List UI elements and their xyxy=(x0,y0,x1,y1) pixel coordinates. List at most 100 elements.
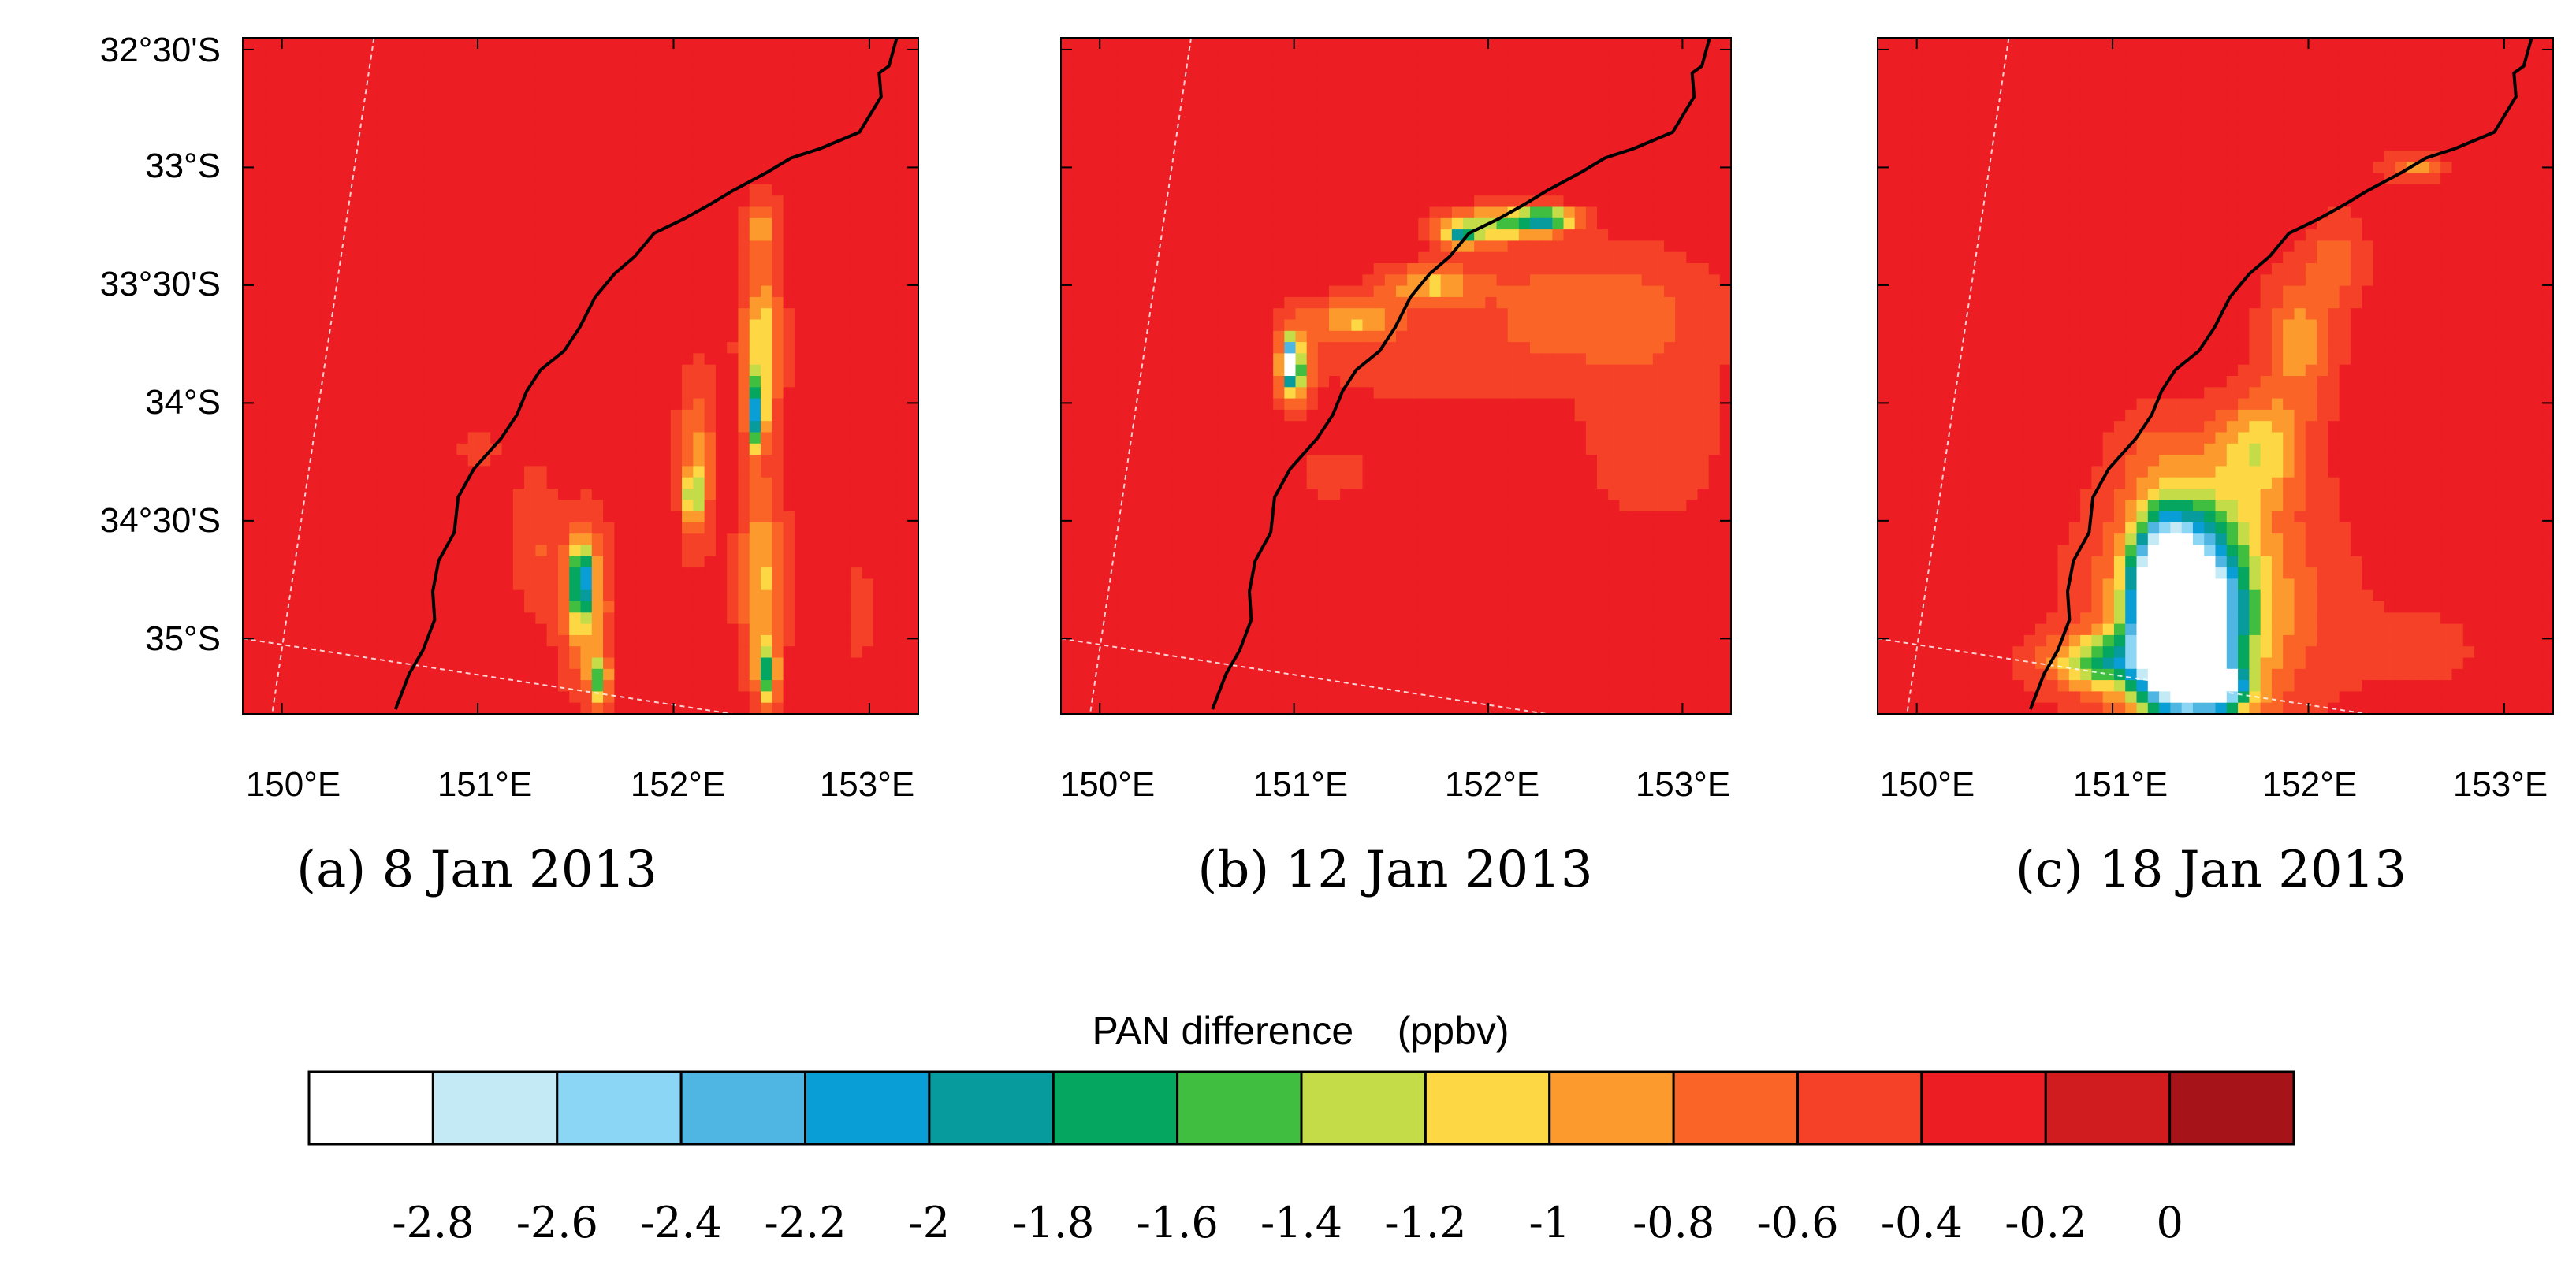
field-cell xyxy=(546,263,559,276)
field-cell xyxy=(288,612,300,625)
field-cell xyxy=(467,128,480,140)
field-cell xyxy=(715,128,728,140)
field-cell xyxy=(603,387,616,400)
field-cell xyxy=(1105,263,1118,276)
field-cell xyxy=(648,206,661,219)
field-cell xyxy=(625,409,638,422)
field-cell xyxy=(1429,151,1442,163)
field-cell xyxy=(1574,139,1587,151)
field-cell xyxy=(1574,117,1587,129)
field-cell xyxy=(1396,128,1408,140)
field-cell xyxy=(648,195,661,208)
field-cell xyxy=(276,285,288,298)
field-cell xyxy=(1552,274,1565,287)
field-cell xyxy=(1306,60,1319,72)
field-cell xyxy=(1083,71,1096,84)
field-cell xyxy=(1463,240,1475,253)
field-cell xyxy=(456,83,469,95)
field-cell xyxy=(895,128,908,140)
field-cell xyxy=(288,578,300,591)
field-cell xyxy=(1574,263,1587,276)
field-cell xyxy=(569,477,582,489)
field-cell xyxy=(389,319,401,332)
field-cell xyxy=(254,601,266,614)
field-cell xyxy=(1105,49,1118,61)
field-cell xyxy=(445,466,458,478)
field-cell xyxy=(389,128,401,140)
field-cell xyxy=(1686,195,1699,208)
field-cell xyxy=(411,466,424,478)
field-cell xyxy=(310,556,322,568)
map-field xyxy=(1061,38,1731,714)
field-cell xyxy=(389,274,401,287)
field-cell xyxy=(1563,105,1576,117)
field-cell xyxy=(727,511,739,523)
field-cell xyxy=(1228,240,1241,253)
field-cell xyxy=(1518,60,1531,72)
field-cell xyxy=(434,511,446,523)
field-cell xyxy=(659,285,672,298)
field-cell xyxy=(749,589,761,602)
field-cell xyxy=(862,184,874,196)
field-cell xyxy=(265,646,277,659)
field-cell xyxy=(1094,71,1107,84)
field-cell xyxy=(1664,274,1676,287)
field-cell xyxy=(817,376,829,388)
field-cell xyxy=(524,466,537,478)
field-cell xyxy=(828,94,840,106)
field-cell xyxy=(378,83,390,95)
field-cell xyxy=(738,342,750,355)
field-cell xyxy=(1295,83,1308,95)
field-cell xyxy=(839,162,852,174)
field-cell xyxy=(1407,251,1420,264)
field-cell xyxy=(288,500,300,512)
field-cell xyxy=(862,578,874,591)
field-cell xyxy=(1317,173,1330,185)
field-cell xyxy=(423,511,435,523)
field-cell xyxy=(828,229,840,242)
field-cell xyxy=(243,71,255,84)
field-cell xyxy=(873,151,885,163)
field-cell xyxy=(806,342,818,355)
field-cell xyxy=(1507,105,1520,117)
field-cell xyxy=(243,522,255,534)
field-cell xyxy=(1574,251,1587,264)
field-cell xyxy=(738,128,750,140)
field-cell xyxy=(625,206,638,219)
field-cell xyxy=(1485,128,1498,140)
field-cell xyxy=(1072,83,1085,95)
field-cell xyxy=(1094,117,1107,129)
field-cell xyxy=(1440,274,1453,287)
field-cell xyxy=(400,162,413,174)
field-cell xyxy=(355,296,367,309)
field-cell xyxy=(1485,139,1498,151)
field-cell xyxy=(265,601,277,614)
field-cell xyxy=(636,105,649,117)
field-cell xyxy=(817,589,829,602)
field-cell xyxy=(1630,274,1643,287)
field-cell xyxy=(614,668,627,681)
field-cell xyxy=(794,522,806,534)
field-cell xyxy=(501,634,514,647)
field-cell xyxy=(310,117,322,129)
lat-label: 33°30'S xyxy=(100,265,221,303)
field-cell xyxy=(727,545,739,557)
field-cell xyxy=(828,646,840,659)
field-cell xyxy=(569,398,582,411)
field-cell xyxy=(738,38,750,50)
field-cell xyxy=(400,128,413,140)
field-cell xyxy=(614,387,627,400)
field-cell xyxy=(1597,251,1609,264)
field-cell xyxy=(884,151,897,163)
field-cell xyxy=(276,466,288,478)
field-cell xyxy=(783,578,795,591)
field-cell xyxy=(265,151,277,163)
field-cell xyxy=(636,206,649,219)
field-cell xyxy=(434,489,446,501)
field-cell xyxy=(333,49,345,61)
field-cell xyxy=(1429,274,1442,287)
field-cell xyxy=(794,49,806,61)
field-cell xyxy=(411,263,424,276)
field-cell xyxy=(1440,195,1453,208)
field-cell xyxy=(1407,184,1420,196)
